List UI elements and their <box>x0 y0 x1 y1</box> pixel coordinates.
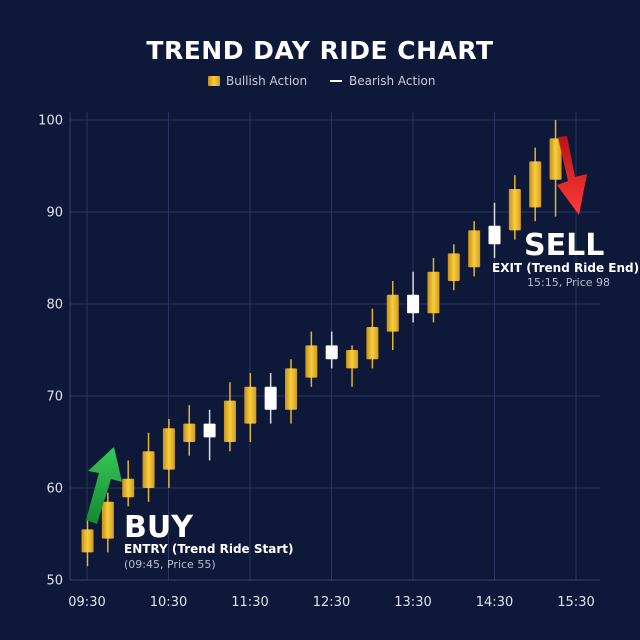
sell-annotation: SELL EXIT (Trend Ride End) 15:15, Price … <box>492 136 639 289</box>
legend-swatch-bullish <box>208 76 220 86</box>
candle-bullish <box>101 501 114 539</box>
candle-bullish <box>447 253 460 281</box>
y-tick-label: 80 <box>46 298 63 313</box>
buy-arrow-icon <box>86 447 122 524</box>
legend: Bullish Action Bearish Action <box>208 74 436 88</box>
y-tick-label: 60 <box>46 482 63 497</box>
candle-bullish <box>529 161 542 208</box>
candle-bullish <box>346 350 359 369</box>
grid <box>70 112 600 581</box>
candle-bearish <box>407 294 420 314</box>
y-tick-label: 70 <box>46 390 63 405</box>
candle-bullish <box>285 368 297 410</box>
sell-note: 15:15, Price 98 <box>527 276 610 289</box>
candle-bearish <box>325 345 338 360</box>
candle-bullish <box>305 345 318 378</box>
axes: 50 60 70 80 90 100 09:30 10:30 11:30 12:30 13:30 14… <box>38 112 600 610</box>
candle-bullish <box>549 138 562 180</box>
candle-bullish <box>427 271 440 314</box>
candle-bullish <box>142 451 155 488</box>
buy-note: (09:45, Price 55) <box>124 558 216 571</box>
x-tick-label: 15:30 <box>557 595 594 610</box>
candle-bullish <box>183 423 196 442</box>
candle-bullish <box>244 386 257 424</box>
x-tick-label: 14:30 <box>476 595 513 610</box>
candle-bearish <box>264 386 277 410</box>
y-tick-label: 100 <box>38 114 63 129</box>
x-tick-label: 10:30 <box>150 595 187 610</box>
candle-bearish <box>203 423 216 438</box>
candle-bullish <box>223 400 236 442</box>
x-tick-label: 11:30 <box>231 595 268 610</box>
sell-label: SELL <box>524 228 604 263</box>
x-tick-label: 12:30 <box>313 595 350 610</box>
y-tick-label: 90 <box>46 206 63 221</box>
candle-bullish <box>508 189 521 231</box>
legend-label-bearish: Bearish Action <box>349 74 436 88</box>
candle-bullish <box>122 478 135 498</box>
buy-sublabel: ENTRY (Trend Ride Start) <box>124 542 293 556</box>
legend-label-bullish: Bullish Action <box>226 74 307 88</box>
candle-bullish <box>468 230 481 268</box>
x-tick-label: 09:30 <box>68 595 105 610</box>
candles <box>81 120 562 567</box>
chart-title: TREND DAY RIDE CHART <box>146 36 493 65</box>
candle-bullish <box>162 428 175 470</box>
x-tick-label: 13:30 <box>394 595 431 610</box>
candle-bullish <box>366 327 379 360</box>
candle-bullish <box>386 294 399 332</box>
candle-bearish <box>488 225 501 245</box>
buy-label: BUY <box>124 510 194 545</box>
sell-sublabel: EXIT (Trend Ride End) <box>492 261 639 275</box>
sell-arrow-icon <box>557 136 587 215</box>
buy-annotation: BUY ENTRY (Trend Ride Start) (09:45, Pri… <box>86 447 293 571</box>
y-tick-label: 50 <box>46 574 63 589</box>
legend-swatch-bearish <box>330 80 342 82</box>
candle-bullish <box>81 529 94 553</box>
